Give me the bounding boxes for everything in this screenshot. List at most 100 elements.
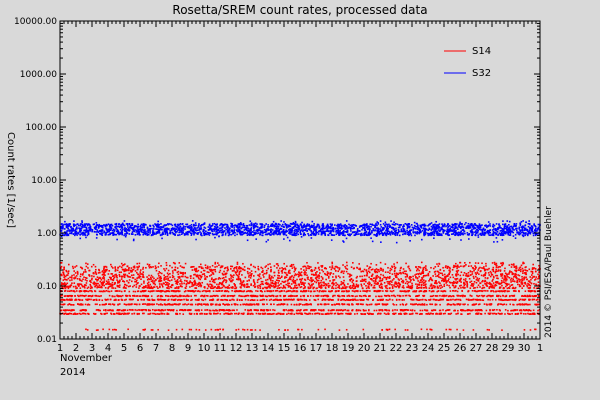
- point-s14-3549: [244, 298, 247, 301]
- point-s14-648: [483, 268, 486, 270]
- point-s14-827: [449, 267, 451, 270]
- point-s14-4208: [110, 309, 113, 312]
- point-s14-848: [299, 286, 302, 289]
- point-s14-3621: [351, 299, 353, 301]
- point-s14-2785: [480, 290, 482, 292]
- point-s14-1893: [98, 286, 101, 288]
- point-s14-1958: [491, 262, 494, 264]
- point-s14-1577: [304, 282, 306, 284]
- point-s14-3900: [320, 303, 323, 306]
- point-s14-4566: [247, 312, 249, 315]
- point-s14-2811: [275, 289, 278, 292]
- point-s14-1301: [120, 275, 123, 278]
- point-s14-4705: [76, 312, 79, 315]
- point-s14-939: [248, 276, 250, 278]
- point-s14-2090: [203, 273, 206, 275]
- point-s14-1830: [68, 286, 70, 288]
- point-s14-3638: [79, 298, 81, 301]
- point-s14-4791: [324, 313, 327, 315]
- point-s14-3463: [272, 299, 275, 301]
- point-s14-3629: [314, 299, 317, 302]
- point-s14-4358: [71, 309, 73, 311]
- point-s14-1656: [138, 262, 141, 265]
- point-s14-1486: [522, 272, 524, 274]
- point-s14-2910: [98, 295, 101, 298]
- point-s14-361: [482, 287, 484, 289]
- point-s14-1831: [90, 281, 92, 284]
- point-s14-4492: [144, 308, 146, 311]
- point-s14-3814: [384, 303, 387, 306]
- point-s14-4512: [156, 313, 159, 315]
- point-s14-1911: [501, 273, 504, 276]
- point-s14-4065: [368, 303, 371, 306]
- point-s14-4480: [320, 309, 323, 311]
- point-s14-374: [170, 286, 173, 289]
- point-s14-2613: [251, 290, 253, 293]
- point-s14-566: [438, 276, 440, 278]
- point-s14-793: [313, 269, 316, 271]
- point-s14-2815: [378, 289, 381, 292]
- point-s14-2247: [367, 270, 370, 273]
- point-s14-1273: [122, 275, 124, 278]
- point-s14-468: [409, 281, 412, 283]
- point-s14-2630: [206, 290, 208, 293]
- point-s14-1810: [325, 283, 328, 286]
- point-s14-1506: [534, 279, 536, 281]
- point-s14-476: [456, 267, 458, 270]
- point-s14-1804: [278, 287, 281, 289]
- point-s14-2424: [231, 289, 233, 292]
- point-s14-4404: [231, 309, 233, 312]
- point-s14-2438: [508, 290, 510, 293]
- point-s14-311: [317, 274, 320, 276]
- point-s14-515: [492, 278, 494, 281]
- point-s14-1053: [76, 273, 79, 275]
- point-s14-961: [432, 275, 434, 277]
- point-s14-3658: [470, 299, 473, 301]
- point-s14-1843: [396, 276, 398, 279]
- point-s14-3588: [167, 298, 170, 301]
- point-s14-1547: [299, 273, 302, 276]
- point-s14-2803: [481, 290, 483, 292]
- point-s14-1651: [349, 285, 352, 287]
- point-s14-610: [108, 282, 110, 285]
- point-s14-4031: [503, 303, 506, 306]
- point-s14-4125: [341, 309, 344, 312]
- point-s14-4839: [531, 312, 534, 315]
- point-s14-1482: [529, 276, 532, 278]
- point-s14-1340: [165, 264, 168, 267]
- point-s14-2946: [470, 295, 473, 297]
- point-s14-650: [293, 270, 296, 273]
- point-s14-1964: [118, 284, 121, 287]
- point-s14-1250: [239, 270, 242, 272]
- point-s14-4041: [107, 303, 110, 306]
- point-s14-4023: [359, 303, 362, 305]
- point-s14-2584: [377, 290, 379, 293]
- point-s14-3195: [125, 295, 128, 297]
- point-s14-330: [239, 270, 241, 273]
- point-s14-2347: [174, 287, 176, 289]
- point-s14-2295: [259, 283, 262, 286]
- point-s14-1268: [345, 267, 347, 270]
- point-s14-945: [74, 277, 76, 279]
- point-s14-904: [156, 277, 159, 280]
- point-s14-3992: [472, 303, 475, 306]
- point-s14-1560: [358, 268, 360, 270]
- point-s14-3747: [486, 304, 488, 306]
- point-s14-1842: [456, 265, 458, 268]
- point-s14-1918: [366, 271, 368, 274]
- point-s14-2540: [141, 289, 144, 292]
- point-s14-982: [218, 271, 221, 274]
- point-s14-4147: [176, 309, 178, 312]
- point-s14-1943: [316, 287, 318, 289]
- point-s14-2281: [447, 265, 449, 268]
- point-s14-2327: [430, 283, 433, 286]
- point-s14-1539: [284, 280, 287, 283]
- point-s14-176: [459, 274, 462, 277]
- point-s14-1938: [487, 272, 490, 274]
- point-s14-917: [434, 285, 436, 288]
- point-s14-3745: [423, 304, 426, 306]
- point-s14-2307: [295, 287, 298, 289]
- point-s14-2171: [514, 269, 516, 272]
- point-s14-859: [483, 266, 485, 268]
- point-s14-2387: [423, 266, 426, 269]
